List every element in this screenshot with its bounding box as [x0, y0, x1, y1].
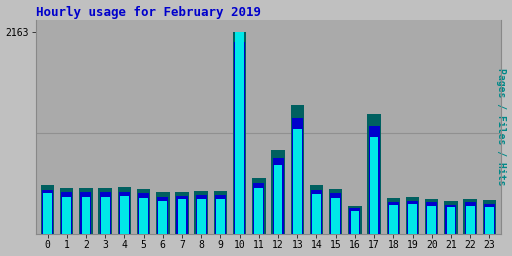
Bar: [312, 194, 321, 233]
Bar: [158, 201, 167, 233]
Bar: [387, 198, 400, 233]
Bar: [177, 196, 187, 233]
Bar: [466, 206, 475, 233]
Bar: [156, 193, 169, 233]
Bar: [216, 199, 225, 233]
Bar: [368, 114, 381, 233]
Bar: [60, 188, 73, 233]
Bar: [272, 158, 284, 233]
Bar: [100, 193, 111, 233]
Bar: [463, 199, 477, 233]
Bar: [234, 42, 245, 233]
Bar: [197, 199, 206, 233]
Bar: [407, 201, 418, 233]
Bar: [43, 193, 52, 233]
Bar: [425, 199, 438, 233]
Bar: [389, 205, 398, 233]
Bar: [61, 193, 72, 233]
Bar: [351, 211, 359, 233]
Bar: [349, 208, 360, 233]
Bar: [233, 32, 246, 233]
Bar: [444, 201, 458, 233]
Y-axis label: Pages / Files / Hits: Pages / Files / Hits: [497, 68, 506, 185]
Bar: [139, 198, 148, 233]
Bar: [290, 105, 304, 233]
Bar: [252, 178, 266, 233]
Bar: [369, 126, 379, 233]
Bar: [292, 118, 303, 233]
Bar: [195, 191, 208, 233]
Bar: [408, 204, 417, 233]
Bar: [464, 202, 476, 233]
Bar: [254, 188, 263, 233]
Bar: [175, 191, 189, 233]
Bar: [485, 207, 494, 233]
Bar: [271, 150, 285, 233]
Bar: [98, 188, 112, 233]
Bar: [41, 185, 54, 233]
Bar: [311, 190, 322, 233]
Bar: [235, 32, 244, 233]
Text: Hourly usage for February 2019: Hourly usage for February 2019: [36, 6, 261, 18]
Bar: [274, 165, 283, 233]
Bar: [138, 193, 149, 233]
Bar: [484, 204, 495, 233]
Bar: [310, 185, 323, 233]
Bar: [119, 191, 130, 233]
Bar: [137, 189, 151, 233]
Bar: [120, 196, 129, 233]
Bar: [483, 200, 496, 233]
Bar: [157, 197, 168, 233]
Bar: [62, 197, 71, 233]
Bar: [370, 136, 378, 233]
Bar: [79, 188, 93, 233]
Bar: [330, 193, 341, 233]
Bar: [446, 207, 455, 233]
Bar: [80, 193, 92, 233]
Bar: [253, 183, 264, 233]
Bar: [445, 205, 457, 233]
Bar: [388, 202, 399, 233]
Bar: [329, 189, 343, 233]
Bar: [293, 129, 302, 233]
Bar: [101, 197, 110, 233]
Bar: [428, 206, 436, 233]
Bar: [215, 195, 226, 233]
Bar: [81, 197, 90, 233]
Bar: [214, 191, 227, 233]
Bar: [42, 190, 53, 233]
Bar: [348, 206, 361, 233]
Bar: [331, 198, 340, 233]
Bar: [406, 197, 419, 233]
Bar: [196, 195, 207, 233]
Bar: [426, 202, 437, 233]
Bar: [178, 199, 186, 233]
Bar: [118, 187, 131, 233]
